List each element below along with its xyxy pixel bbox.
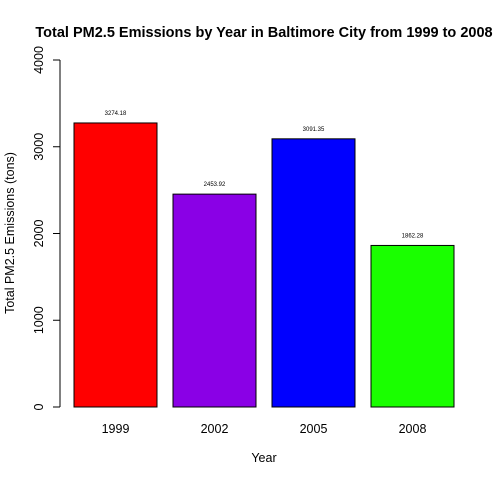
bar-2002 <box>172 193 257 408</box>
bars <box>73 122 455 408</box>
value-label: 3091.35 <box>303 127 325 133</box>
value-labels: 3274.18 2453.92 3091.35 1862.28 <box>105 111 424 239</box>
bar-2005 <box>271 138 356 408</box>
y-tick-label: 0 <box>32 403 46 410</box>
chart-title: Total PM2.5 Emissions by Year in Baltimo… <box>35 25 492 41</box>
value-label: 3274.18 <box>105 111 127 117</box>
x-tick-label: 2002 <box>201 422 229 436</box>
y-tick-label: 2000 <box>32 220 46 248</box>
y-tick-label: 3000 <box>32 133 46 161</box>
bar-2008 <box>370 244 455 408</box>
x-tick-label: 1999 <box>102 422 130 436</box>
y-tick-label: 1000 <box>32 306 46 334</box>
y-axis-label: Total PM2.5 Emissions (tons) <box>3 152 17 314</box>
value-label: 2453.92 <box>204 182 226 188</box>
bar-1999 <box>73 122 158 408</box>
x-axis-label: Year <box>251 451 276 465</box>
x-tick-label: 2008 <box>399 422 427 436</box>
x-tick-labels: 1999 2002 2005 2008 <box>102 422 427 436</box>
y-ticks: 0 1000 2000 3000 4000 <box>32 46 60 410</box>
x-tick-label: 2005 <box>300 422 328 436</box>
value-label: 1862.28 <box>402 233 424 239</box>
y-tick-label: 4000 <box>32 46 46 74</box>
